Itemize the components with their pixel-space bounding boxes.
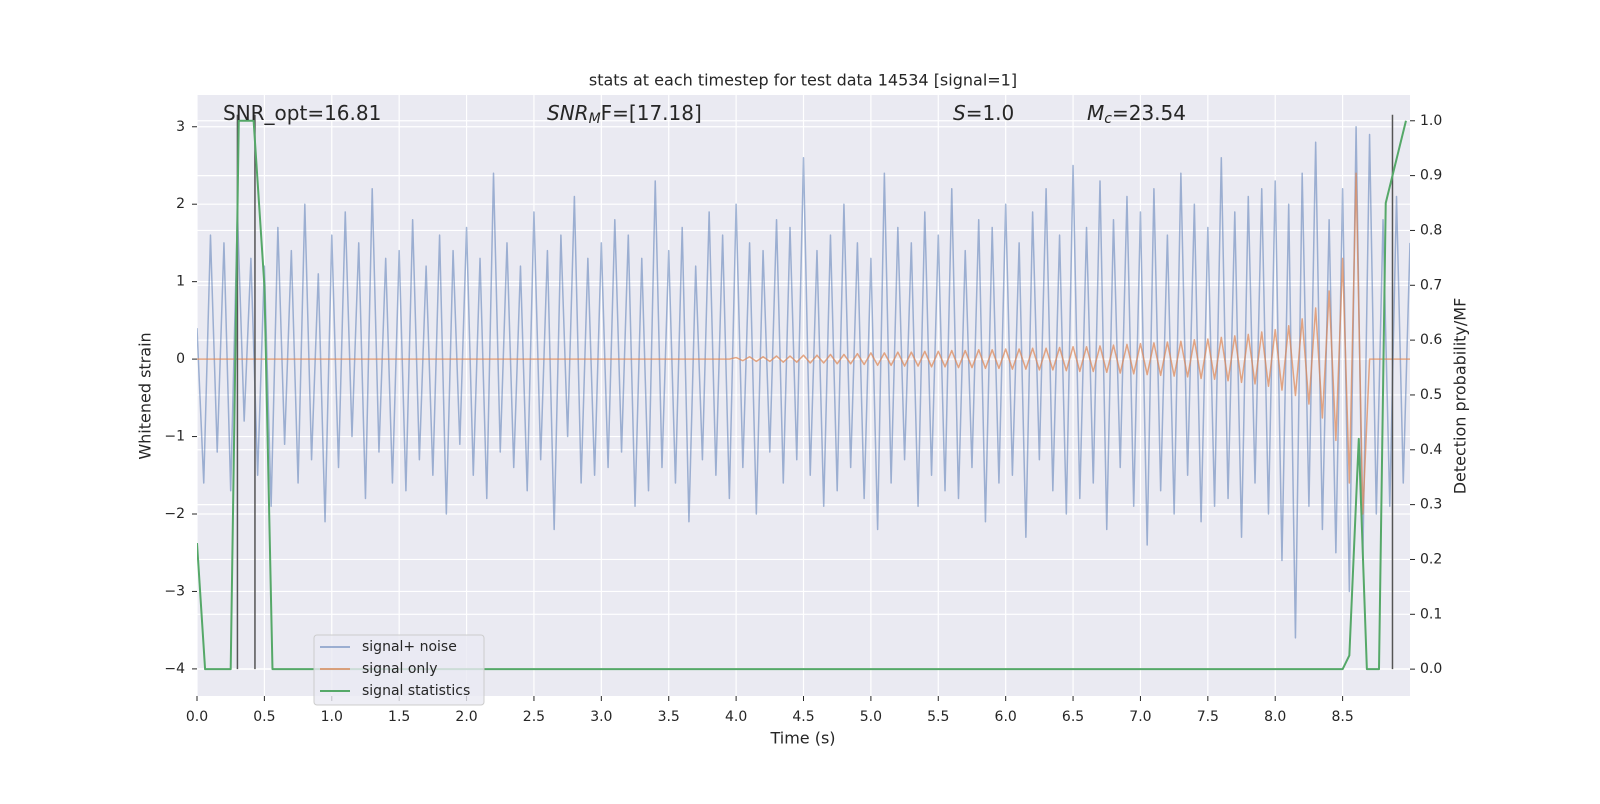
y2-tick-label: 0.5 — [1420, 387, 1442, 403]
annotation-part: M — [1087, 101, 1104, 125]
legend-label: signal+ noise — [362, 639, 457, 655]
legend: signal+ noise signal only signal statistic… — [313, 634, 485, 706]
annotation-part: SNR_opt=16.81 — [223, 101, 381, 125]
y2-tick-label: 0.2 — [1420, 551, 1442, 567]
x-tick-label: 0.5 — [253, 709, 275, 725]
x-tick-label: 7.5 — [1197, 709, 1219, 725]
y-tick-label: −1 — [164, 429, 185, 445]
y-tick-label: −4 — [164, 661, 185, 677]
annotation-part: SNR — [547, 101, 589, 125]
annotation-part: =23.54 — [1112, 101, 1186, 125]
y-tick-label: 0 — [176, 351, 185, 367]
x-tick-label: 5.0 — [860, 709, 882, 725]
chart-title: stats at each timestep for test data 145… — [589, 71, 1017, 90]
y-tick-label: −2 — [164, 506, 185, 522]
annotation: SNRMF=[17.18] — [547, 101, 702, 128]
y2-tick-label: 0.6 — [1420, 332, 1442, 348]
x-tick-label: 4.0 — [725, 709, 747, 725]
annotation: S=1.0 — [953, 101, 1014, 125]
x-tick-label: 5.5 — [927, 709, 949, 725]
y2-tick-label: 0.1 — [1420, 606, 1442, 622]
x-tick-label: 2.5 — [523, 709, 545, 725]
y2-axis-label: Detection probability/MF — [1451, 298, 1470, 495]
annotation-part: F=[17.18] — [601, 101, 702, 125]
y2-tick-label: 0.3 — [1420, 497, 1442, 513]
y2-tick-label: 0.4 — [1420, 442, 1442, 458]
y2-tick-label: 0.9 — [1420, 168, 1442, 184]
annotation: SNR_opt=16.81 — [223, 101, 381, 125]
x-tick-label: 2.0 — [455, 709, 477, 725]
annotation-part: c — [1104, 111, 1112, 127]
annotation: Mc=23.54 — [1087, 101, 1186, 128]
annotation-part: M — [589, 111, 601, 127]
x-tick-label: 8.5 — [1331, 709, 1353, 725]
annotation-part: S — [953, 101, 966, 125]
y2-tick-label: 1.0 — [1420, 113, 1442, 129]
y2-tick-label: 0.8 — [1420, 222, 1442, 238]
x-tick-label: 7.0 — [1129, 709, 1151, 725]
series-line — [197, 126, 1410, 639]
series-line — [197, 172, 1410, 515]
y-tick-label: 2 — [176, 196, 185, 212]
series-line — [197, 119, 1407, 671]
y2-tick-label: 0.0 — [1420, 661, 1442, 677]
legend-label: signal statistics — [362, 683, 470, 699]
legend-frame — [313, 634, 485, 706]
x-tick-label: 3.0 — [590, 709, 612, 725]
legend-label: signal only — [362, 661, 437, 677]
x-tick-label: 1.5 — [388, 709, 410, 725]
y-tick-label: 3 — [176, 119, 185, 135]
x-tick-label: 4.5 — [792, 709, 814, 725]
y-tick-label: −3 — [164, 583, 185, 599]
y-tick-label: 1 — [176, 274, 185, 290]
x-tick-label: 3.5 — [658, 709, 680, 725]
y-axis-label: Whitened strain — [136, 332, 155, 459]
x-tick-label: 0.0 — [186, 709, 208, 725]
x-tick-label: 6.5 — [1062, 709, 1084, 725]
y2-tick-label: 0.7 — [1420, 277, 1442, 293]
x-tick-label: 1.0 — [321, 709, 343, 725]
x-tick-label: 8.0 — [1264, 709, 1286, 725]
x-tick-label: 6.0 — [995, 709, 1017, 725]
annotation-part: =1.0 — [966, 101, 1015, 125]
x-axis-label: Time (s) — [769, 729, 835, 748]
